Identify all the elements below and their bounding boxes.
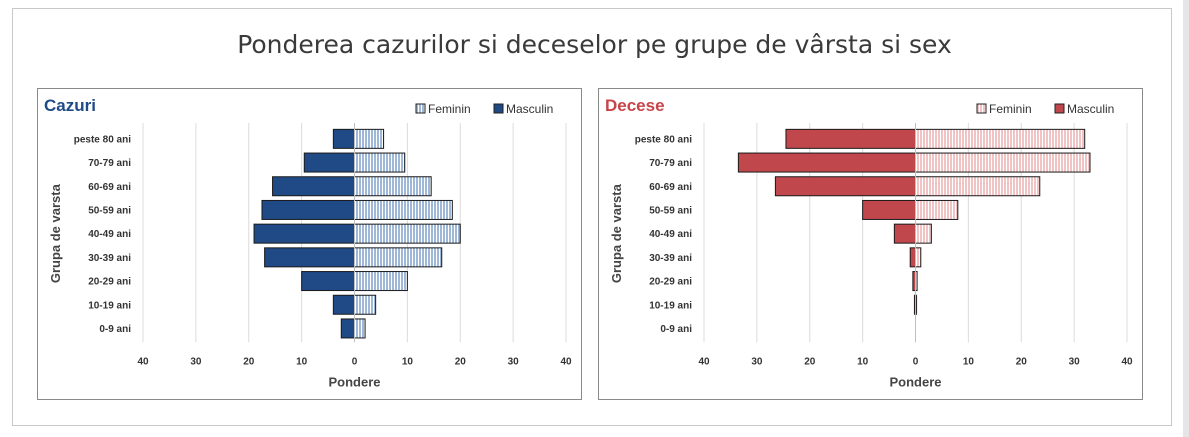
decese-bar-masculin-4 (893, 223, 917, 244)
decese-xtick-7: 30 (1069, 356, 1081, 367)
cazuri-bar-masculin-1 (303, 152, 355, 173)
cazuri-bar-masculin-0 (332, 128, 356, 149)
cazuri-xtick-1: 30 (190, 356, 202, 367)
decese-xlabel: Pondere (889, 374, 941, 389)
cazuri-ytick-7: 10-19 ani (88, 300, 131, 311)
chart-panel-decese: Decese Feminin Masculin peste 80 ani 70-79 a… (598, 88, 1143, 400)
decese-legend-label-feminin: Feminin (989, 102, 1032, 116)
cazuri-bar-masculin-6 (301, 271, 355, 292)
cazuri-chart-title: Cazuri (44, 96, 96, 115)
cazuri-chart: Cazuri Feminin Masculin peste 80 ani 70-79 a… (44, 96, 572, 389)
cazuri-bar-feminin-6 (354, 271, 408, 292)
decese-xtick-1: 30 (751, 356, 763, 367)
vertical-scrollbar[interactable] (1183, 0, 1189, 437)
cazuri-bar-feminin-7 (354, 294, 377, 315)
cazuri-ytick-1: 70-79 ani (88, 158, 131, 169)
cazuri-xtick-0: 40 (137, 356, 149, 367)
decese-xtick-8: 40 (1121, 356, 1133, 367)
cazuri-ytick-6: 20-29 ani (88, 277, 131, 288)
decese-bar-feminin-5 (915, 247, 922, 268)
decese-ytick-6: 20-29 ani (649, 277, 692, 288)
cazuri-ytick-2: 60-69 ani (88, 182, 131, 193)
decese-ylabel: Grupa de varsta (609, 183, 624, 283)
decese-bar-feminin-4 (915, 223, 932, 244)
decese-bar-feminin-1 (915, 152, 1091, 173)
decese-xtick-4: 0 (913, 356, 919, 367)
cazuri-bar-feminin-1 (354, 152, 406, 173)
cazuri-bar-feminin-8 (354, 318, 366, 339)
cazuri-legend-label-masculin: Masculin (506, 102, 553, 116)
decese-chart: Decese Feminin Masculin peste 80 ani 70-79 a… (605, 96, 1133, 389)
cazuri-bar-masculin-3 (261, 199, 355, 220)
decese-bar-feminin-0 (915, 128, 1086, 149)
cazuri-bar-feminin-4 (354, 223, 461, 244)
decese-legend-swatch-feminin (976, 103, 987, 114)
cazuri-legend-swatch-feminin (415, 103, 426, 114)
decese-bar-feminin-2 (915, 176, 1041, 197)
cazuri-xtick-8: 40 (560, 356, 572, 367)
cazuri-xtick-2: 20 (243, 356, 255, 367)
decese-xtick-6: 20 (1016, 356, 1028, 367)
decese-ytick-7: 10-19 ani (649, 300, 692, 311)
decese-ytick-2: 60-69 ani (649, 182, 692, 193)
cazuri-xlabel: Pondere (328, 374, 380, 389)
cazuri-bar-feminin-3 (354, 199, 453, 220)
cazuri-bar-feminin-5 (354, 247, 443, 268)
decese-ytick-5: 30-39 ani (649, 253, 692, 264)
decese-ytick-3: 50-59 ani (649, 205, 692, 216)
decese-bar-feminin-3 (915, 199, 959, 220)
decese-bar-masculin-1 (737, 152, 916, 173)
cazuri-xtick-7: 30 (508, 356, 520, 367)
decese-legend-swatch-masculin (1054, 103, 1065, 114)
decese-xtick-3: 10 (857, 356, 869, 367)
cazuri-ytick-0: peste 80 ani (74, 134, 131, 145)
cazuri-ytick-3: 50-59 ani (88, 205, 131, 216)
cazuri-bar-masculin-2 (272, 176, 355, 197)
cazuri-bar-masculin-7 (332, 294, 356, 315)
cazuri-xtick-5: 10 (402, 356, 414, 367)
cazuri-bar-masculin-4 (253, 223, 356, 244)
decese-ytick-1: 70-79 ani (649, 158, 692, 169)
decese-chart-title: Decese (605, 96, 665, 115)
cazuri-ytick-4: 40-49 ani (88, 229, 131, 240)
cazuri-xtick-4: 0 (352, 356, 358, 367)
decese-bar-masculin-5 (909, 247, 916, 268)
cazuri-ytick-8: 0-9 ani (99, 324, 131, 335)
cazuri-bar-masculin-5 (264, 247, 355, 268)
decese-xtick-5: 10 (963, 356, 975, 367)
page-title: Ponderea cazurilor si deceselor pe grupe… (237, 30, 952, 59)
cazuri-ytick-5: 30-39 ani (88, 253, 131, 264)
cazuri-bar-feminin-2 (354, 176, 432, 197)
decese-ytick-8: 0-9 ani (660, 324, 692, 335)
decese-xtick-2: 20 (804, 356, 816, 367)
cazuri-ylabel: Grupa de varsta (48, 183, 63, 283)
cazuri-xtick-6: 20 (455, 356, 467, 367)
decese-legend-label-masculin: Masculin (1067, 102, 1114, 116)
cazuri-xtick-3: 10 (296, 356, 308, 367)
decese-ytick-4: 40-49 ani (649, 229, 692, 240)
cazuri-bar-feminin-0 (354, 128, 385, 149)
decese-ytick-0: peste 80 ani (635, 134, 692, 145)
cazuri-legend-swatch-masculin (493, 103, 504, 114)
decese-bar-masculin-0 (785, 128, 916, 149)
decese-xtick-0: 40 (698, 356, 710, 367)
decese-bar-masculin-3 (862, 199, 916, 220)
cazuri-legend-label-feminin: Feminin (428, 102, 471, 116)
cazuri-bar-masculin-8 (340, 318, 355, 339)
chart-panel-cazuri: Cazuri Feminin Masculin peste 80 ani 70-79 a… (37, 88, 582, 400)
decese-bar-masculin-2 (774, 176, 916, 197)
